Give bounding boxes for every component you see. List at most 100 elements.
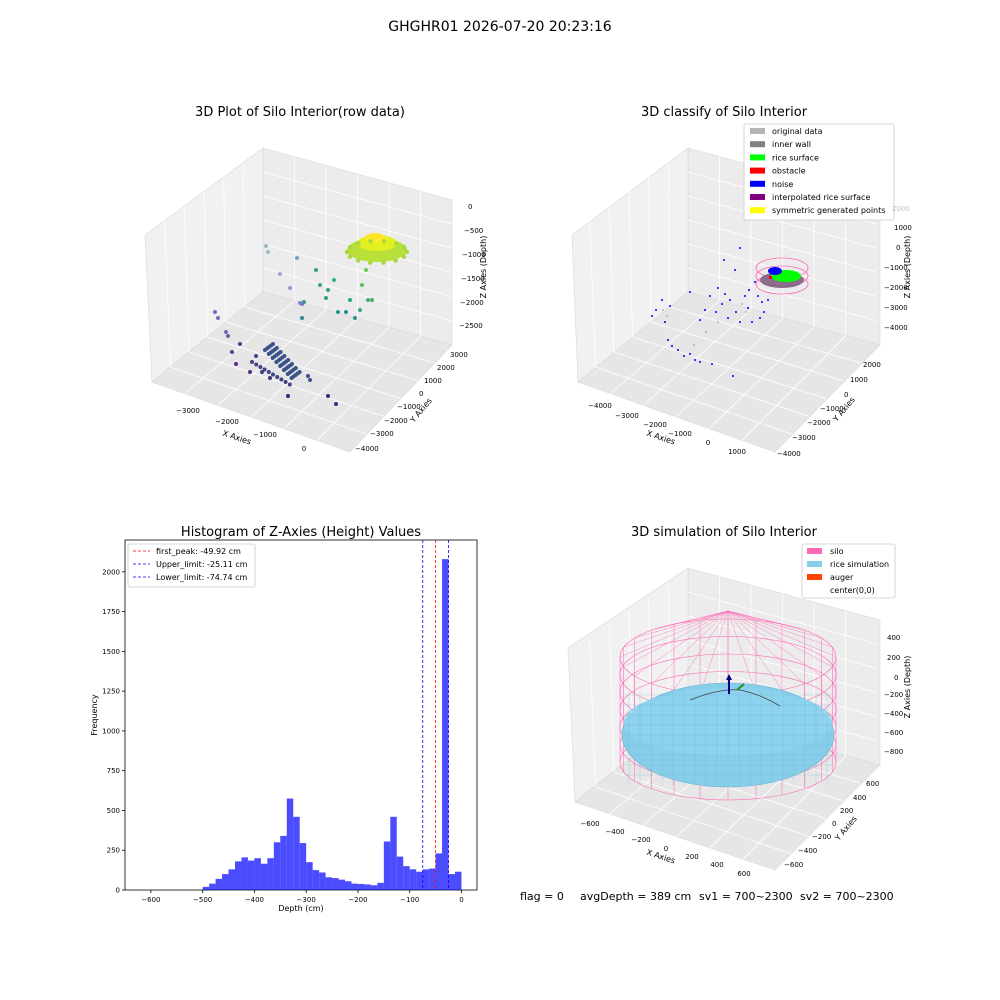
raw-point: [334, 402, 338, 406]
histogram-bar: [351, 883, 358, 890]
classify-points: [651, 247, 769, 377]
silo-roof-rib: [727, 610, 805, 631]
histogram-ylabel: Frequency: [90, 694, 99, 736]
raw-point: [402, 245, 407, 250]
raw-point: [353, 316, 357, 320]
silo-roof-rib: [727, 610, 822, 639]
histogram-legend-label: first_peak: -49.92 cm: [156, 547, 241, 556]
raw-point: [238, 342, 242, 346]
raw-point: [258, 365, 263, 369]
histogram-bar: [422, 869, 430, 890]
gridline: [164, 220, 171, 368]
classify-noise-point: [744, 295, 746, 297]
histogram-bar: [222, 874, 229, 890]
classify-noise-point: [711, 363, 713, 365]
classify-noise-point: [763, 311, 765, 313]
raw-point: [271, 372, 275, 377]
raw-point: [271, 342, 275, 346]
classify-noise-point: [669, 305, 671, 307]
raw-point: [248, 370, 252, 374]
histogram-bar: [377, 882, 384, 890]
classify-noise-point: [757, 295, 759, 297]
histogram-bar: [332, 878, 339, 890]
simulation-ztick: −800: [884, 748, 903, 756]
classify-legend-swatch: [750, 207, 765, 214]
raw-zlabel: Z Axies (Depth): [479, 236, 488, 299]
raw-point: [290, 362, 294, 366]
classify-ztick: −2000: [884, 284, 908, 292]
raw-point: [364, 268, 368, 272]
simulation-auger: [726, 674, 745, 694]
raw-point: [266, 370, 271, 374]
histogram-xtick-label: −100: [400, 896, 419, 904]
gridline: [687, 267, 878, 322]
simulation-legend-swatch: [807, 587, 822, 593]
raw-point: [268, 376, 272, 380]
raw-3d-panel: 3D Plot of Silo Interior(row data) −3000…: [144, 105, 488, 453]
gridline: [741, 335, 846, 441]
simulation-yticks: 600 400 200 0 −200 −400 −600: [784, 780, 879, 869]
raw-xtick: −1000: [253, 431, 277, 439]
silo-roof-rib: [727, 610, 757, 694]
histogram-bar: [435, 853, 443, 890]
histogram-bar: [254, 858, 261, 890]
raw-point: [360, 283, 364, 287]
simulation-auger-blade: [736, 683, 745, 691]
classify-original-point: [666, 315, 668, 317]
classify-noise-point: [748, 289, 750, 291]
raw-point: [393, 258, 398, 263]
simulation-ytick: 0: [832, 820, 836, 828]
raw-point: [293, 366, 298, 370]
histogram-bar: [209, 883, 216, 890]
histogram-xtick-label: −500: [193, 896, 212, 904]
simulation-ytick: 400: [853, 794, 866, 802]
classify-legend-label: obstacle: [772, 167, 806, 176]
simulation-ztick: −600: [884, 729, 903, 737]
raw-point: [300, 316, 304, 320]
raw-point: [347, 244, 353, 250]
simulation-legend-frame: [801, 543, 896, 599]
raw-point: [381, 260, 386, 265]
classify-legend-label: noise: [772, 180, 793, 189]
simulation-zticks: 400 200 0 −200 −400 −600 −800: [884, 634, 903, 756]
histogram-bar: [280, 835, 287, 890]
raw-point: [404, 249, 410, 255]
classify-legend-swatch: [750, 154, 765, 161]
raw-point: [226, 334, 230, 338]
classify-ztick: 1000: [894, 224, 912, 232]
simulation-legend-label: auger: [830, 573, 854, 582]
histogram-ytick-label: 2000: [102, 568, 120, 576]
simulation-ytick: −400: [798, 847, 817, 855]
silo-roof-rib: [623, 610, 729, 648]
raw-point: [213, 310, 217, 314]
histogram-xtick-label: 0: [459, 896, 463, 904]
raw-point: [370, 298, 374, 302]
classify-noise-point: [683, 355, 685, 357]
gridline: [316, 335, 421, 441]
raw-point: [336, 310, 340, 314]
histogram-legend-label: Lower_limit: -74.74 cm: [156, 573, 248, 582]
flag-readout: flag = 0: [520, 890, 564, 903]
histogram-bar: [235, 861, 242, 890]
raw-point: [266, 250, 270, 254]
classify-ytick: −1000: [820, 405, 844, 413]
classify-noise-point: [717, 287, 719, 289]
raw-point: [326, 394, 330, 398]
classify-noise-point: [699, 361, 701, 363]
histogram-bar: [202, 886, 210, 890]
simulation-xtick: 200: [685, 853, 698, 861]
simulation-ztick: 200: [887, 654, 900, 662]
raw-point: [230, 350, 234, 354]
gridline: [589, 640, 596, 788]
histogram-bar: [260, 863, 268, 890]
gridline: [648, 176, 652, 323]
histogram-xticks: −600 −500 −400 −300 −200 −100 0: [141, 890, 464, 904]
histogram-bar: [390, 816, 397, 890]
raw-point: [282, 354, 287, 358]
classify-legend-label: original data: [772, 127, 823, 136]
raw-ztick: 0: [468, 203, 472, 211]
histogram-xtick-label: −600: [141, 896, 160, 904]
classify-noise-point: [715, 311, 717, 313]
raw-point: [347, 254, 353, 259]
raw-ytick: 2000: [437, 364, 455, 372]
